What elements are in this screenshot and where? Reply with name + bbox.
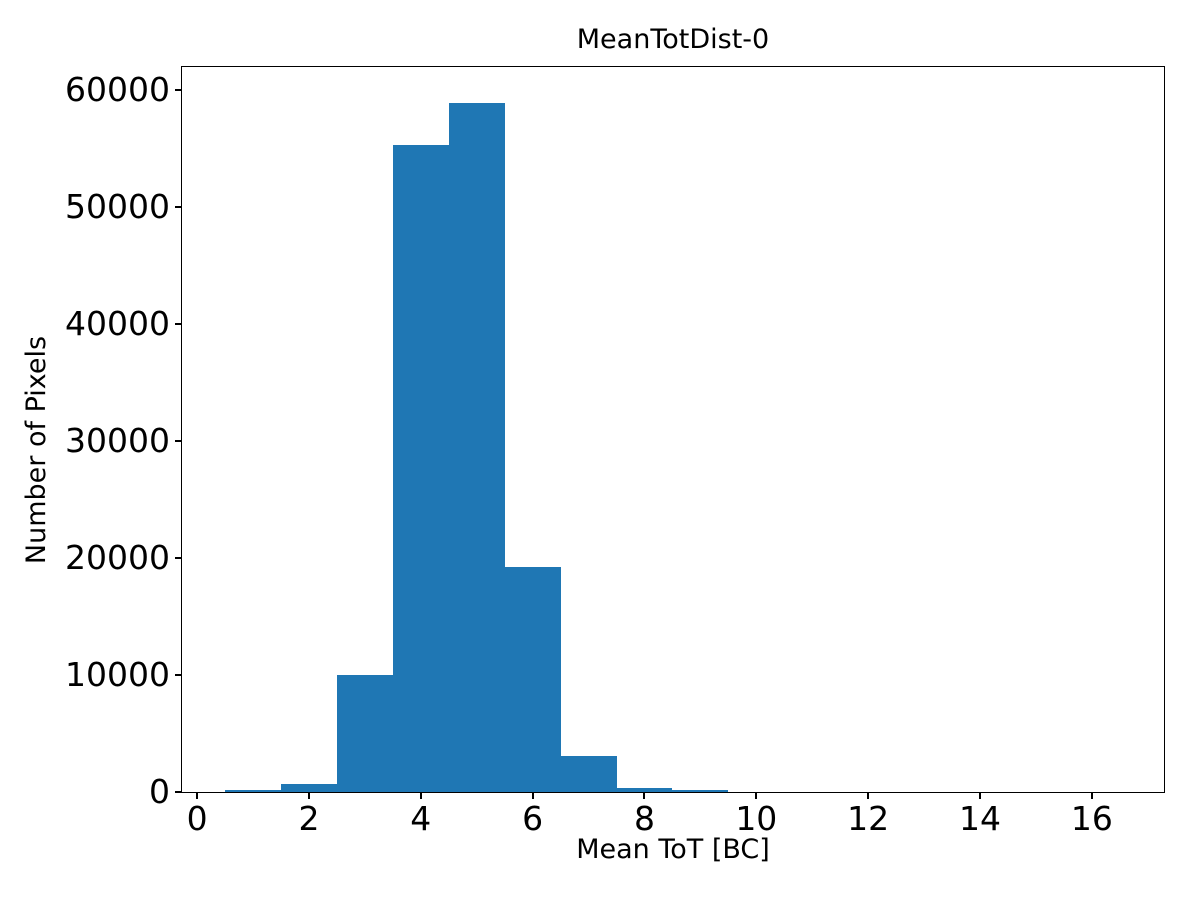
x-tick-label: 0 bbox=[186, 799, 208, 838]
chart-title: MeanTotDist-0 bbox=[576, 24, 770, 55]
y-tick-label: 20000 bbox=[65, 537, 170, 577]
plot-area: 0 2 4 6 8 10 12 14 16 0 10000 20000 30000 40000 50000… bbox=[65, 66, 1165, 838]
x-tick-mark bbox=[643, 792, 646, 799]
y-tick-mark bbox=[175, 556, 182, 559]
y-tick-label: 50000 bbox=[65, 186, 170, 226]
y-tick-mark bbox=[175, 322, 182, 325]
y-tick-label: 10000 bbox=[65, 654, 170, 694]
x-tick-mark bbox=[867, 792, 870, 799]
y-axis-label: Number of Pixels bbox=[21, 335, 52, 565]
x-tick-label: 14 bbox=[959, 799, 1001, 838]
x-tick-mark bbox=[1090, 792, 1093, 799]
histogram-bar bbox=[448, 102, 505, 792]
x-tick-label: 12 bbox=[847, 799, 890, 838]
x-tick-mark bbox=[755, 792, 758, 799]
y-tick-mark bbox=[175, 673, 182, 676]
x-tick-mark bbox=[419, 792, 422, 799]
x-tick-mark bbox=[979, 792, 981, 799]
y-axis-ticks: 0 10000 20000 30000 40000 50000 60000 bbox=[65, 67, 1164, 811]
y-tick-mark bbox=[175, 88, 182, 91]
y-tick-mark bbox=[175, 205, 182, 208]
x-axis-ticks: 0 2 4 6 8 10 12 14 16 bbox=[182, 67, 1164, 838]
y-tick-label: 0 bbox=[149, 772, 170, 811]
x-tick-mark bbox=[531, 792, 534, 799]
x-tick-label: 4 bbox=[410, 799, 432, 838]
y-tick-mark bbox=[175, 791, 182, 793]
histogram-bar bbox=[225, 790, 281, 792]
histogram-bar bbox=[560, 755, 617, 792]
x-tick-mark bbox=[307, 792, 310, 799]
y-tick-label: 40000 bbox=[65, 303, 170, 343]
y-tick-label: 60000 bbox=[65, 69, 170, 109]
histogram-bar bbox=[504, 567, 561, 792]
y-tick-label: 30000 bbox=[65, 420, 170, 460]
histogram-bar bbox=[336, 674, 393, 792]
bars-layer bbox=[182, 67, 1164, 792]
x-tick-label: 6 bbox=[522, 799, 544, 838]
x-tick-label: 10 bbox=[735, 799, 778, 838]
x-tick-mark bbox=[196, 792, 199, 799]
x-axis-label: Mean ToT [BC] bbox=[576, 834, 770, 865]
histogram-bar bbox=[672, 790, 729, 792]
x-tick-label: 8 bbox=[633, 799, 655, 838]
histogram-bar bbox=[392, 144, 449, 792]
histogram-bar bbox=[280, 783, 337, 792]
x-tick-label: 16 bbox=[1070, 799, 1113, 838]
x-tick-label: 2 bbox=[298, 799, 320, 838]
y-tick-mark bbox=[175, 439, 182, 442]
histogram-bar bbox=[616, 787, 673, 792]
